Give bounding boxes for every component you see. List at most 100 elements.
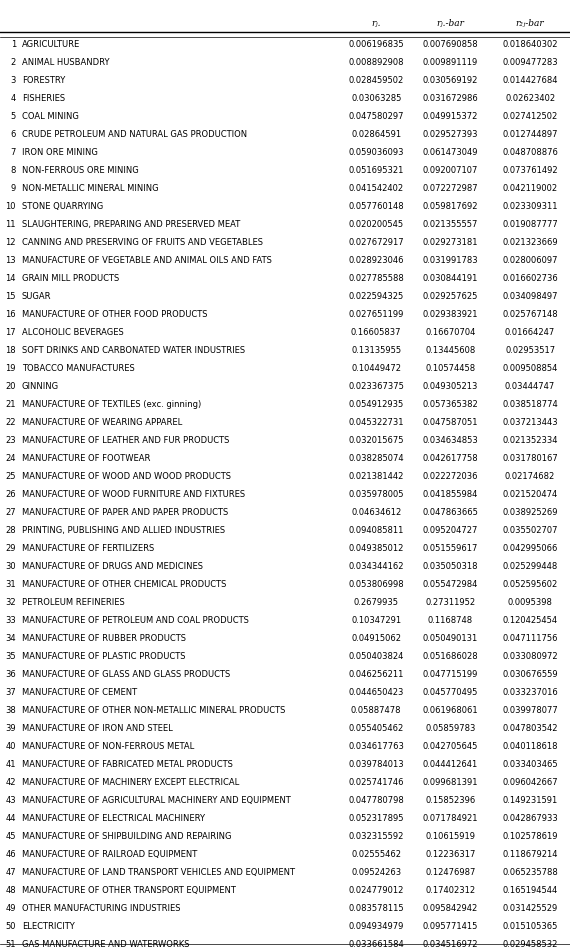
Text: 0.028006097: 0.028006097 (502, 256, 558, 265)
Text: 0.042995066: 0.042995066 (502, 544, 558, 553)
Text: 0.034617763: 0.034617763 (348, 742, 404, 750)
Text: MANUFACTURE OF FABRICATED METAL PRODUCTS: MANUFACTURE OF FABRICATED METAL PRODUCTS (22, 760, 233, 768)
Text: 0.045770495: 0.045770495 (422, 688, 478, 697)
Text: 51: 51 (6, 940, 16, 948)
Text: 0.028923046: 0.028923046 (348, 256, 404, 265)
Text: MANUFACTURE OF PETROLEUM AND COAL PRODUCTS: MANUFACTURE OF PETROLEUM AND COAL PRODUC… (22, 615, 249, 625)
Text: 0.037213443: 0.037213443 (502, 417, 558, 427)
Text: MANUFACTURE OF WEARING APPAREL: MANUFACTURE OF WEARING APPAREL (22, 417, 182, 427)
Text: 27: 27 (5, 508, 16, 516)
Text: 0.073761492: 0.073761492 (502, 165, 558, 175)
Text: MANUFACTURE OF GLASS AND GLASS PRODUCTS: MANUFACTURE OF GLASS AND GLASS PRODUCTS (22, 670, 230, 679)
Text: 0.025741746: 0.025741746 (348, 778, 404, 786)
Text: IRON ORE MINING: IRON ORE MINING (22, 148, 97, 157)
Text: 14: 14 (6, 274, 16, 282)
Text: 0.0095398: 0.0095398 (508, 598, 552, 607)
Text: 0.094934979: 0.094934979 (348, 922, 404, 931)
Text: 0.038285074: 0.038285074 (348, 454, 404, 463)
Text: 39: 39 (5, 724, 16, 732)
Text: 0.044412641: 0.044412641 (423, 760, 478, 768)
Text: 0.061473049: 0.061473049 (422, 148, 478, 157)
Text: 0.055405462: 0.055405462 (349, 724, 404, 732)
Text: 0.034516972: 0.034516972 (422, 940, 478, 948)
Text: 0.16605837: 0.16605837 (351, 328, 401, 337)
Text: 0.045322731: 0.045322731 (348, 417, 404, 427)
Text: MANUFACTURE OF OTHER CHEMICAL PRODUCTS: MANUFACTURE OF OTHER CHEMICAL PRODUCTS (22, 580, 226, 589)
Text: 0.021323669: 0.021323669 (502, 238, 558, 247)
Text: 28: 28 (5, 526, 16, 534)
Text: 32: 32 (5, 598, 16, 607)
Text: 1: 1 (11, 40, 16, 49)
Text: r₂ⱼ-bar: r₂ⱼ-bar (516, 19, 544, 28)
Text: 0.02174682: 0.02174682 (505, 472, 555, 481)
Text: 0.042617758: 0.042617758 (422, 454, 478, 463)
Text: 0.024779012: 0.024779012 (348, 885, 404, 895)
Text: 0.2679935: 0.2679935 (354, 598, 398, 607)
Text: 0.033237016: 0.033237016 (502, 688, 558, 697)
Text: SLAUGHTERING, PREPARING AND PRESERVED MEAT: SLAUGHTERING, PREPARING AND PRESERVED ME… (22, 220, 240, 229)
Text: 40: 40 (6, 742, 16, 750)
Text: 23: 23 (5, 436, 16, 445)
Text: 0.09524263: 0.09524263 (351, 867, 401, 877)
Text: 0.031425529: 0.031425529 (503, 903, 557, 913)
Text: 21: 21 (6, 399, 16, 409)
Text: 0.021381442: 0.021381442 (348, 472, 404, 481)
Text: 10: 10 (6, 202, 16, 211)
Text: 0.029257625: 0.029257625 (422, 292, 478, 301)
Text: 0.025767148: 0.025767148 (502, 310, 558, 319)
Text: COAL MINING: COAL MINING (22, 112, 79, 121)
Text: CANNING AND PRESERVING OF FRUITS AND VEGETABLES: CANNING AND PRESERVING OF FRUITS AND VEG… (22, 238, 263, 247)
Text: 0.021355557: 0.021355557 (422, 220, 478, 229)
Text: 0.149231591: 0.149231591 (503, 796, 557, 805)
Text: 0.118679214: 0.118679214 (502, 849, 558, 859)
Text: 0.047580297: 0.047580297 (348, 112, 404, 121)
Text: 0.029383921: 0.029383921 (422, 310, 478, 319)
Text: 0.095204727: 0.095204727 (422, 526, 478, 534)
Text: 0.029527393: 0.029527393 (422, 130, 478, 139)
Text: 0.120425454: 0.120425454 (503, 615, 557, 625)
Text: 24: 24 (6, 454, 16, 463)
Text: 0.02623402: 0.02623402 (505, 94, 555, 103)
Text: 0.025299448: 0.025299448 (503, 562, 557, 571)
Text: 0.13135955: 0.13135955 (351, 346, 401, 355)
Text: 0.023367375: 0.023367375 (348, 381, 404, 391)
Text: 0.10574458: 0.10574458 (425, 364, 475, 373)
Text: NON-FERROUS ORE MINING: NON-FERROUS ORE MINING (22, 165, 139, 175)
Text: 0.008892908: 0.008892908 (348, 58, 404, 67)
Text: 35: 35 (5, 651, 16, 661)
Text: PETROLEUM REFINERIES: PETROLEUM REFINERIES (22, 598, 124, 607)
Text: 0.034344162: 0.034344162 (348, 562, 404, 571)
Text: 31: 31 (5, 580, 16, 589)
Text: MANUFACTURE OF OTHER FOOD PRODUCTS: MANUFACTURE OF OTHER FOOD PRODUCTS (22, 310, 207, 319)
Text: 0.038518774: 0.038518774 (502, 399, 558, 409)
Text: 0.040118618: 0.040118618 (502, 742, 558, 750)
Text: 0.094085811: 0.094085811 (348, 526, 404, 534)
Text: 0.092007107: 0.092007107 (422, 165, 478, 175)
Text: 0.057365382: 0.057365382 (422, 399, 478, 409)
Text: AGRICULTURE: AGRICULTURE (22, 40, 80, 49)
Text: 0.029458532: 0.029458532 (502, 940, 558, 948)
Text: 48: 48 (5, 885, 16, 895)
Text: 0.12236317: 0.12236317 (425, 849, 475, 859)
Text: 0.27311952: 0.27311952 (425, 598, 475, 607)
Text: 29: 29 (6, 544, 16, 553)
Text: FISHERIES: FISHERIES (22, 94, 65, 103)
Text: 0.030676559: 0.030676559 (502, 670, 558, 679)
Text: 0.014427684: 0.014427684 (502, 76, 558, 85)
Text: GINNING: GINNING (22, 381, 59, 391)
Text: 0.096042667: 0.096042667 (502, 778, 558, 786)
Text: 0.021520474: 0.021520474 (503, 490, 557, 498)
Text: 17: 17 (5, 328, 16, 337)
Text: 0.032315592: 0.032315592 (348, 831, 404, 841)
Text: 0.051695321: 0.051695321 (348, 165, 404, 175)
Text: 0.027651199: 0.027651199 (348, 310, 404, 319)
Text: 0.046256211: 0.046256211 (348, 670, 404, 679)
Text: 7: 7 (11, 148, 16, 157)
Text: MANUFACTURE OF LEATHER AND FUR PRODUCTS: MANUFACTURE OF LEATHER AND FUR PRODUCTS (22, 436, 229, 445)
Text: rⱼ.-bar: rⱼ.-bar (437, 19, 464, 28)
Text: 0.072272987: 0.072272987 (422, 184, 478, 193)
Text: 2: 2 (11, 58, 16, 67)
Text: 0.053806998: 0.053806998 (348, 580, 404, 589)
Text: 16: 16 (5, 310, 16, 319)
Text: MANUFACTURE OF AGRICULTURAL MACHINERY AND EQUIPMENT: MANUFACTURE OF AGRICULTURAL MACHINERY AN… (22, 796, 290, 805)
